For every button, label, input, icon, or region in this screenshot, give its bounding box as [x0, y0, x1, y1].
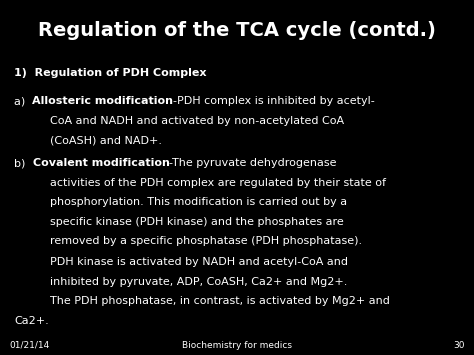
Text: Regulation of the TCA cycle (contd.): Regulation of the TCA cycle (contd.) — [38, 21, 436, 40]
Text: Covalent modification: Covalent modification — [33, 158, 170, 168]
Text: b): b) — [14, 158, 33, 168]
Text: inhibited by pyruvate, ADP, CoASH, Ca2+ and Mg2+.: inhibited by pyruvate, ADP, CoASH, Ca2+ … — [50, 277, 347, 286]
Text: Biochemistry for medics: Biochemistry for medics — [182, 340, 292, 350]
Text: 1)  Regulation of PDH Complex: 1) Regulation of PDH Complex — [14, 68, 207, 78]
Text: 01/21/14: 01/21/14 — [9, 340, 50, 350]
Text: a): a) — [14, 96, 33, 106]
Text: specific kinase (PDH kinase) and the phosphates are: specific kinase (PDH kinase) and the pho… — [50, 217, 344, 227]
Text: phosphorylation. This modification is carried out by a: phosphorylation. This modification is ca… — [50, 197, 347, 207]
Text: CoA and NADH and activated by non-acetylated CoA: CoA and NADH and activated by non-acetyl… — [50, 116, 344, 126]
Text: removed by a specific phosphatase (PDH phosphatase).: removed by a specific phosphatase (PDH p… — [50, 236, 362, 246]
Text: activities of the PDH complex are regulated by their state of: activities of the PDH complex are regula… — [50, 178, 386, 188]
Text: (CoASH) and NAD+.: (CoASH) and NAD+. — [50, 135, 162, 145]
Text: The PDH phosphatase, in contrast, is activated by Mg2+ and: The PDH phosphatase, in contrast, is act… — [50, 296, 390, 306]
Text: -The pyruvate dehydrogenase: -The pyruvate dehydrogenase — [170, 158, 337, 168]
Text: Ca2+.: Ca2+. — [14, 316, 49, 326]
Text: PDH kinase is activated by NADH and acetyl-CoA and: PDH kinase is activated by NADH and acet… — [50, 257, 348, 267]
Text: 30: 30 — [453, 340, 465, 350]
Text: Allosteric modification: Allosteric modification — [33, 96, 173, 106]
Text: -PDH complex is inhibited by acetyl-: -PDH complex is inhibited by acetyl- — [173, 96, 375, 106]
